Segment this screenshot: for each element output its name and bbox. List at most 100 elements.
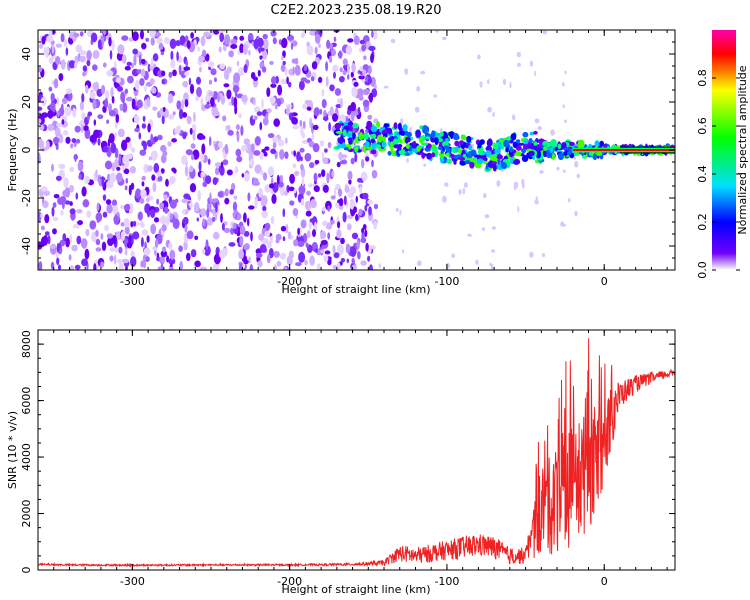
heatmap-noise-blob [44,231,50,236]
heatmap-noise-blob [198,161,202,172]
heatmap-noise-blob [156,170,162,177]
chart-title: C2E2.2023.235.08.19.R20 [270,3,441,18]
heatmap-noise-blob [128,37,134,42]
heatmap-noise-blob [213,253,221,265]
heatmap-noise-blob [210,68,217,76]
heatmap-noise-blob [122,102,128,113]
heatmap-noise-blob [153,136,159,143]
heatmap-noise-blob [140,237,144,248]
heatmap-noise-blob [343,64,347,70]
heatmap-noise-blob [355,213,359,222]
heatmap-noise-blob [312,143,320,153]
heatmap-noise-blob [358,95,364,101]
heatmap-noise-blob [138,54,142,66]
heatmap-noise-blob [339,76,345,83]
heatmap-noise-blob [169,266,174,270]
heatmap-noise-blob [333,36,337,42]
heatmap-signal-blob [439,131,444,137]
heatmap-noise-blob [219,32,225,43]
heatmap-noise-blob [56,242,60,253]
heatmap-noise-blob [262,33,268,40]
heatmap-noise-blob [69,233,73,244]
heatmap-noise-blob [53,78,59,89]
heatmap-noise-blob [179,35,186,46]
heatmap-noise-blob [186,230,194,240]
heatmap-signal-blob [453,160,457,165]
heatmap-noise-blob [220,95,226,105]
heatmap-signal-blob [545,142,552,148]
heatmap-sparse-blob [561,223,566,227]
heatmap-noise-blob [358,208,363,216]
heatmap-noise-blob [364,229,368,238]
heatmap-noise-blob [56,96,60,106]
heatmap-signal-blob [589,151,593,156]
heatmap-noise-blob [284,191,288,196]
heatmap-sparse-blob [529,60,534,67]
y-tick-label: 8000 [20,330,33,358]
heatmap-noise-blob [271,194,277,204]
heatmap-noise-blob [81,93,85,103]
heatmap-noise-blob [120,91,125,103]
heatmap-noise-blob [181,155,188,165]
snr-axes: -300 -200 -100 0 0 2000 4000 6000 8000 [20,329,675,588]
heatmap-noise-blob [79,31,84,37]
heatmap-noise-blob [48,57,54,64]
heatmap-sparse-blob [574,210,578,217]
heatmap-noise-blob [346,63,350,74]
heatmap-noise-blob [371,159,374,168]
heatmap-signal-blob [397,146,402,151]
heatmap-noise-blob [178,108,184,120]
heatmap-noise-blob [200,35,206,47]
heatmap-noise-blob [95,229,99,237]
heatmap-noise-blob [92,82,97,90]
heatmap-signal-blob [434,137,439,146]
heatmap-noise-blob [257,260,263,268]
heatmap-noise-blob [331,170,335,177]
heatmap-noise-blob [137,211,143,221]
heatmap-signal-blob [452,133,460,141]
heatmap-noise-blob [266,87,271,97]
heatmap-sparse-blob [487,79,490,84]
heatmap-noise-blob [261,98,264,109]
heatmap-noise-blob [141,42,147,50]
heatmap-noise-blob [152,53,159,62]
heatmap-noise-blob [371,88,378,98]
heatmap-noise-blob [171,138,178,143]
heatmap-noise-blob [222,115,227,122]
heatmap-noise-blob [368,45,376,52]
heatmap-noise-blob [85,84,89,94]
heatmap-noise-blob [152,106,158,111]
heatmap-noise-blob [152,182,157,193]
heatmap-noise-blob [259,151,264,160]
heatmap-noise-blob [185,60,189,67]
heatmap-noise-blob [338,204,344,210]
heatmap-noise-blob [319,108,323,115]
heatmap-noise-blob [41,196,45,204]
colorbar-tick-label: 0.4 [696,165,709,183]
heatmap-noise-blob [123,168,130,175]
heatmap-noise-blob [134,79,140,91]
heatmap-noise-blob [199,66,202,73]
heatmap-noise-blob [284,266,288,270]
heatmap-noise-blob [292,66,295,76]
heatmap-noise-blob [92,50,100,59]
heatmap-signal-blob [492,153,498,158]
heatmap-noise-blob [150,133,154,144]
heatmap-noise-blob [214,111,220,116]
heatmap-noise-blob [230,44,238,49]
heatmap-noise-blob [361,158,365,169]
heatmap-noise-blob [102,194,107,201]
heatmap-noise-blob [370,76,376,87]
heatmap-noise-blob [101,241,107,251]
heatmap-noise-blob [72,107,77,118]
heatmap-noise-blob [243,173,250,182]
heatmap-noise-blob [373,30,378,40]
heatmap-noise-blob [119,104,123,112]
heatmap-signal-blob [425,136,431,140]
heatmap-noise-blob [51,206,55,217]
heatmap-noise-blob [305,242,309,248]
heatmap-signal-blob [515,151,522,157]
heatmap-signal-blob [503,139,510,148]
heatmap-noise-blob [61,97,68,105]
heatmap-noise-blob [161,246,167,253]
